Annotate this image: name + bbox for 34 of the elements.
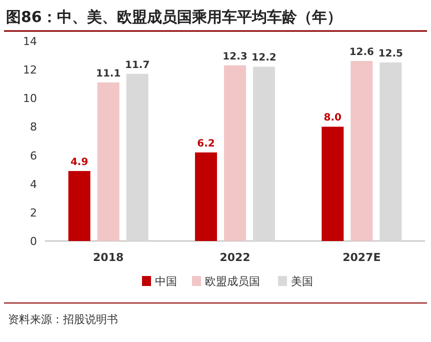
data-label: 6.2	[197, 138, 215, 150]
bar	[126, 74, 148, 241]
legend-label: 欧盟成员国	[205, 275, 260, 288]
y-tick-label: 8	[30, 120, 37, 134]
data-label: 12.6	[349, 47, 374, 58]
legend-label: 美国	[291, 275, 313, 288]
x-tick-label: 2022	[220, 251, 250, 264]
x-tick-label: 2027E	[342, 251, 381, 264]
bar	[68, 171, 90, 241]
y-tick-label: 10	[23, 92, 37, 106]
data-label: 11.7	[124, 60, 150, 71]
bar	[253, 66, 275, 241]
data-label: 12.3	[222, 51, 248, 62]
y-tick-label: 12	[23, 64, 37, 77]
bar	[380, 62, 402, 241]
data-label: 12.2	[252, 52, 276, 64]
bar	[97, 82, 120, 241]
legend-label: 中国	[155, 275, 177, 288]
text: 资料来源：招股说明书	[8, 313, 118, 326]
data-label: 4.9	[70, 157, 88, 168]
bar	[224, 65, 246, 241]
y-tick-label: 2	[30, 206, 37, 220]
data-label: 11.1	[96, 68, 121, 80]
data-label: 12.5	[378, 48, 404, 60]
y-tick-label: 0	[30, 235, 37, 248]
y-tick-label: 6	[30, 149, 37, 162]
data-label: 8.0	[324, 112, 342, 124]
y-tick-label: 14	[23, 35, 37, 48]
bar	[350, 61, 373, 241]
chart-title: 图86：中、美、欧盟成员国乘用车平均车龄（年）	[6, 8, 342, 26]
y-tick-label: 4	[30, 178, 37, 191]
bar	[322, 126, 344, 241]
bar	[195, 152, 217, 241]
x-tick-label: 2018	[93, 251, 124, 264]
